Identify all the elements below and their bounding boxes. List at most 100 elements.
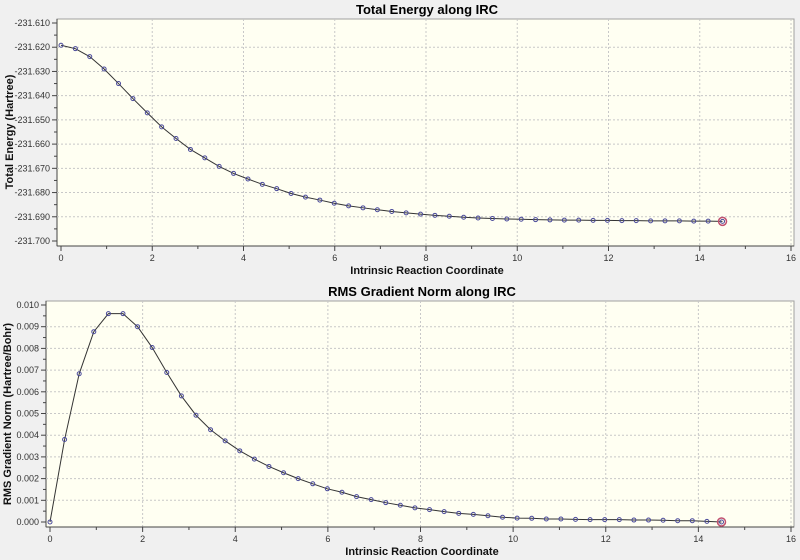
chart-title: Total Energy along IRC [356, 2, 499, 17]
data-point [101, 66, 107, 72]
y-tick-label: 0.004 [16, 430, 39, 440]
data-point [72, 46, 78, 52]
y-tick-label: -231.700 [14, 236, 50, 246]
data-point [202, 155, 208, 161]
series-line [60, 44, 723, 222]
data-point [648, 218, 654, 224]
data-point [500, 514, 506, 520]
data-point [470, 511, 476, 517]
y-axis-label: RMS Gradient Norm (Hartree/Bohr) [2, 323, 14, 505]
data-point [310, 481, 316, 487]
data-point [354, 494, 360, 500]
rms-gradient-chart: RMS Gradient Norm along IRC Intrinsic Re… [2, 284, 796, 558]
data-point [662, 218, 668, 224]
chart-title: RMS Gradient Norm along IRC [328, 284, 516, 299]
y-tick-label: -231.620 [14, 42, 50, 52]
data-point [266, 463, 272, 469]
x-tick-label: 10 [508, 534, 518, 544]
y-tick-label: -231.660 [14, 139, 50, 149]
data-point [76, 371, 82, 377]
data-point [383, 500, 389, 506]
data-point [208, 427, 214, 433]
x-tick-label: 4 [233, 534, 238, 544]
highlighted-point [717, 216, 728, 227]
x-tick-label: 12 [601, 534, 611, 544]
data-point [573, 516, 579, 522]
data-point [631, 517, 637, 523]
data-point [543, 516, 549, 522]
data-point [646, 517, 652, 523]
data-point [529, 515, 535, 521]
data-point [587, 517, 593, 523]
data-point [590, 217, 596, 223]
y-tick-label: 0.001 [16, 495, 39, 505]
x-tick-label: 6 [332, 253, 337, 263]
data-point [302, 194, 308, 200]
data-point [164, 369, 170, 375]
data-point [558, 516, 564, 522]
y-tick-label: -231.670 [14, 163, 50, 173]
data-point [295, 476, 301, 482]
data-point [216, 163, 222, 169]
data-point [116, 81, 122, 87]
data-point [222, 438, 228, 444]
data-point [604, 217, 610, 223]
data-point [412, 505, 418, 511]
data-point [418, 211, 424, 217]
data-point [324, 486, 330, 492]
data-point [675, 518, 681, 524]
data-point [676, 218, 682, 224]
data-point [251, 456, 257, 462]
data-point [135, 324, 141, 330]
data-point [317, 197, 323, 203]
data-point [446, 213, 452, 219]
data-point [403, 210, 409, 216]
data-point [159, 124, 165, 130]
data-point [461, 214, 467, 220]
data-point [441, 509, 447, 515]
data-point [231, 170, 237, 176]
y-tick-label: 0.010 [16, 300, 39, 310]
data-point [144, 110, 150, 116]
x-tick-label: 4 [241, 253, 246, 263]
y-tick-label: 0.003 [16, 452, 39, 462]
data-point [360, 205, 366, 211]
x-tick-label: 16 [786, 534, 796, 544]
data-point [660, 517, 666, 523]
x-tick-label: 8 [423, 253, 428, 263]
y-tick-label: -231.640 [14, 91, 50, 101]
data-point [91, 329, 97, 335]
data-point [259, 181, 265, 187]
y-tick-label: -231.690 [14, 212, 50, 222]
data-point [514, 515, 520, 521]
x-axis-label: Intrinsic Reaction Coordinate [345, 546, 498, 558]
data-point [633, 218, 639, 224]
data-point [193, 412, 199, 418]
data-point [475, 215, 481, 221]
y-tick-label: -231.680 [14, 188, 50, 198]
data-point [237, 448, 243, 454]
x-tick-label: 0 [58, 253, 63, 263]
data-point [281, 470, 287, 476]
data-point [689, 518, 695, 524]
data-point [274, 186, 280, 192]
x-tick-label: 10 [512, 253, 522, 263]
data-point [547, 217, 553, 223]
data-point [456, 510, 462, 516]
data-point [485, 513, 491, 519]
data-point [245, 176, 251, 182]
data-point [504, 216, 510, 222]
series-line [49, 313, 722, 523]
x-axis-label: Intrinsic Reaction Coordinate [350, 265, 503, 277]
data-point [288, 191, 294, 197]
data-point [720, 218, 726, 224]
y-tick-label: -231.650 [14, 115, 50, 125]
x-tick-label: 14 [693, 534, 703, 544]
y-tick-label: 0.006 [16, 387, 39, 397]
data-point [705, 218, 711, 224]
data-point [331, 200, 337, 206]
x-tick-label: 0 [47, 534, 52, 544]
data-point [561, 217, 567, 223]
data-point [178, 393, 184, 399]
